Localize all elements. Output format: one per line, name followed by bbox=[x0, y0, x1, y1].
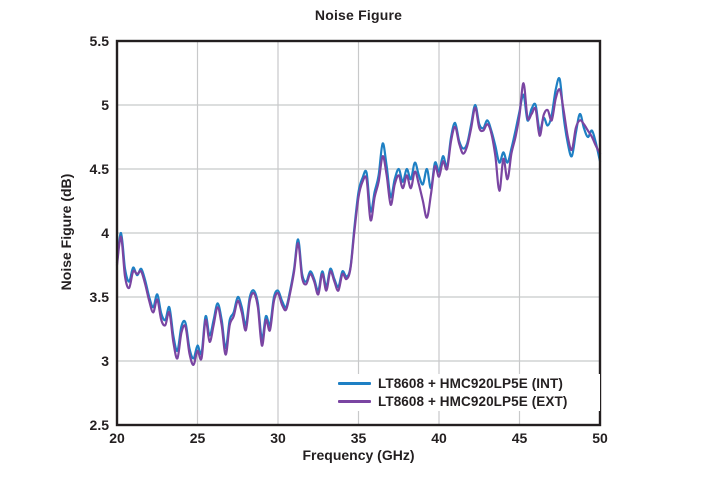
y-tick-label: 4 bbox=[101, 225, 109, 241]
series-line-ext bbox=[115, 82, 602, 366]
x-tick-label: 20 bbox=[109, 430, 125, 446]
y-tick-labels: 2.5 3 3.5 4 4.5 5 5.5 bbox=[90, 33, 110, 433]
legend-entry-ext: LT8608 + HMC920LP5E (EXT) bbox=[338, 394, 600, 409]
y-tick-label: 3.5 bbox=[90, 289, 110, 305]
y-tick-label: 3 bbox=[101, 353, 109, 369]
y-tick-label: 5 bbox=[101, 97, 109, 113]
legend-label-int: LT8608 + HMC920LP5E (INT) bbox=[378, 376, 563, 391]
axes-frame bbox=[115, 39, 602, 427]
x-axis-label: Frequency (GHz) bbox=[302, 447, 415, 463]
legend-label-ext: LT8608 + HMC920LP5E (EXT) bbox=[378, 394, 568, 409]
x-tick-label: 40 bbox=[431, 430, 447, 446]
x-tick-labels: 20 25 30 35 40 45 50 bbox=[109, 430, 608, 446]
x-tick-label: 25 bbox=[190, 430, 206, 446]
gridlines bbox=[117, 41, 600, 425]
legend-entry-int: LT8608 + HMC920LP5E (INT) bbox=[338, 376, 600, 391]
legend: LT8608 + HMC920LP5E (INT) LT8608 + HMC92… bbox=[336, 374, 600, 411]
x-tick-label: 50 bbox=[592, 430, 608, 446]
x-tick-label: 30 bbox=[270, 430, 286, 446]
x-tick-label: 35 bbox=[351, 430, 367, 446]
plot-frame bbox=[115, 39, 602, 427]
y-tick-label: 5.5 bbox=[90, 33, 110, 49]
series-lines bbox=[115, 77, 602, 366]
y-tick-label: 4.5 bbox=[90, 161, 110, 177]
x-tick-label: 45 bbox=[512, 430, 528, 446]
legend-swatch-ext bbox=[338, 400, 371, 403]
chart-title: Noise Figure bbox=[314, 7, 403, 23]
y-tick-label: 2.5 bbox=[90, 417, 110, 433]
legend-swatch-int bbox=[338, 382, 371, 385]
